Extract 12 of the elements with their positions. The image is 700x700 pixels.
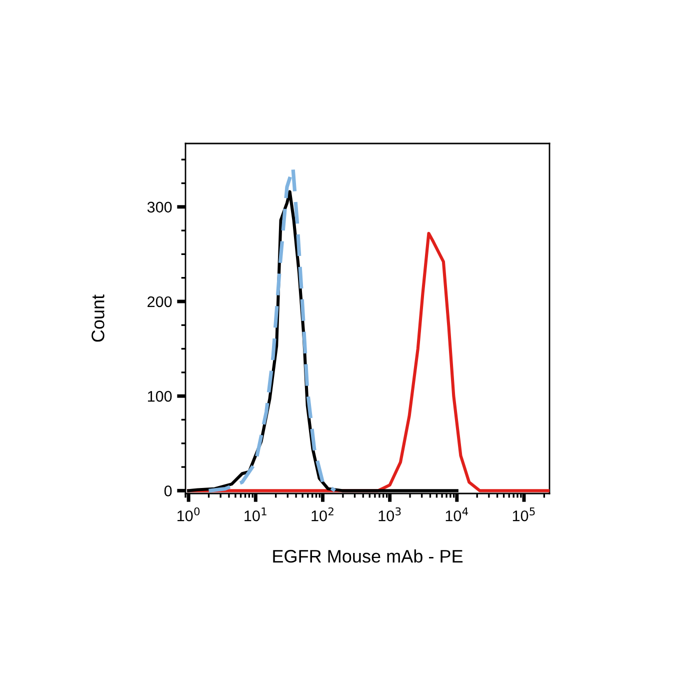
y-tick-label: 0 (164, 486, 172, 496)
y-axis-title: Count (92, 294, 104, 342)
y-tick-label: 300 (147, 202, 172, 213)
y-tick-label: 100 (148, 390, 172, 402)
x-tick-label: 10$^{1}$ (244, 507, 266, 522)
x-tick-label: 10$^{4}$ (446, 507, 468, 522)
x-axis-title: EGFR Mouse mAb - PE (273, 549, 463, 563)
x-tick-label: 10$^{3}$ (378, 507, 401, 522)
y-tick-label: 200 (148, 296, 172, 308)
x-tick-label: 10$^{5}$ (512, 507, 535, 522)
x-tick-label: 10$^{2}$ (312, 507, 334, 522)
x-tick-label: 10$^{0}$ (178, 507, 200, 522)
